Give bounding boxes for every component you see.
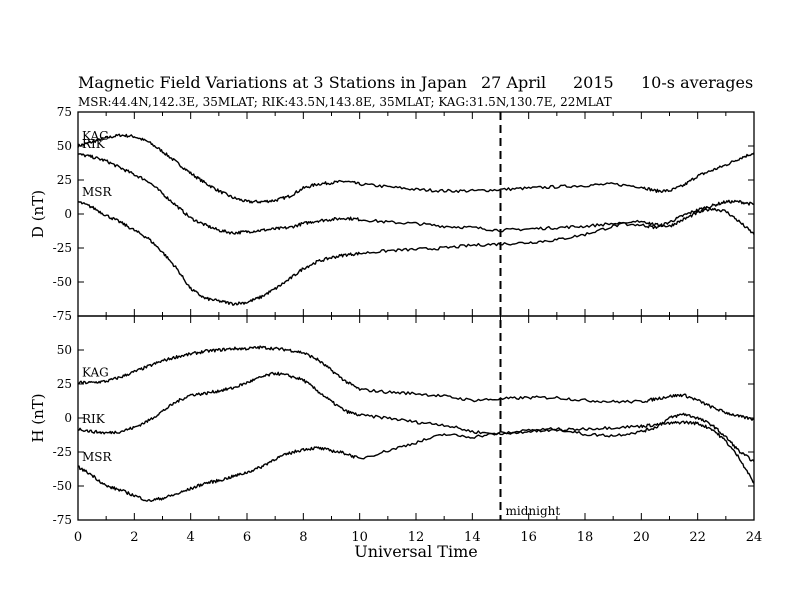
panel-d-ylabel: D (nT) bbox=[29, 190, 47, 238]
x-axis-title: Universal Time bbox=[354, 542, 477, 561]
x-tick-label: 12 bbox=[408, 530, 425, 545]
x-tick-label: 10 bbox=[351, 530, 368, 545]
x-tick-label: 0 bbox=[74, 530, 82, 545]
y-tick-label: 0 bbox=[64, 207, 72, 221]
x-tick-label: 24 bbox=[746, 530, 763, 545]
y-tick-label: -50 bbox=[53, 275, 72, 289]
series-label-h-msr: MSR bbox=[82, 450, 113, 464]
y-tick-label: 50 bbox=[57, 343, 72, 357]
series-label-h-kag: KAG bbox=[82, 366, 109, 380]
x-tick-label: 8 bbox=[299, 530, 307, 545]
x-tick-label: 18 bbox=[577, 530, 594, 545]
y-tick-label: 25 bbox=[57, 377, 72, 391]
x-tick-label: 4 bbox=[187, 530, 195, 545]
chart-averaging: 10-s averages bbox=[641, 73, 753, 92]
x-tick-label: 14 bbox=[464, 530, 481, 545]
series-label-d-kag: KAG bbox=[82, 129, 109, 143]
y-tick-label: -75 bbox=[53, 513, 72, 527]
panel-d-frame bbox=[77, 111, 755, 317]
series-line-d-kag bbox=[77, 133, 755, 204]
x-tick-label: 20 bbox=[633, 530, 650, 545]
chart-annotations: midnight bbox=[499, 112, 561, 520]
y-tick-label: -75 bbox=[53, 309, 72, 323]
station-coordinates: MSR:44.4N,142.3E, 35MLAT; RIK:43.5N,143.… bbox=[78, 95, 612, 109]
y-tick-label: 50 bbox=[57, 139, 72, 153]
y-tick-label: -25 bbox=[53, 241, 72, 255]
chart-year: 2015 bbox=[573, 73, 614, 92]
y-tick-label: 0 bbox=[64, 411, 72, 425]
y-tick-label: 75 bbox=[57, 105, 72, 119]
series-line-h-rik bbox=[77, 371, 755, 462]
series-label-d-msr: MSR bbox=[82, 185, 113, 199]
x-tick-label: 22 bbox=[689, 530, 706, 545]
x-tick-label: 6 bbox=[243, 530, 251, 545]
series-label-d-rik: RIK bbox=[82, 137, 106, 151]
midnight-label: midnight bbox=[506, 504, 561, 518]
series-line-h-kag bbox=[77, 345, 755, 421]
series-line-d-rik bbox=[77, 153, 755, 235]
x-tick-label: 2 bbox=[130, 530, 138, 545]
series-label-h-rik: RIK bbox=[82, 412, 106, 426]
series-line-d-msr bbox=[77, 200, 755, 306]
chart-date: 27 April bbox=[481, 73, 546, 92]
panel-h-frame bbox=[77, 315, 755, 521]
series-line-h-msr bbox=[78, 420, 755, 502]
y-tick-label: 25 bbox=[57, 173, 72, 187]
panel-h: 50 25 0 -25 -50 -75 H (nT) KAG RIK MSR bbox=[29, 315, 755, 527]
panel-h-ylabel: H (nT) bbox=[29, 393, 47, 442]
x-tick-label: 16 bbox=[520, 530, 537, 545]
y-tick-label: -50 bbox=[53, 479, 72, 493]
chart-title: Magnetic Field Variations at 3 Stations … bbox=[78, 73, 467, 92]
y-tick-label: -25 bbox=[53, 445, 72, 459]
